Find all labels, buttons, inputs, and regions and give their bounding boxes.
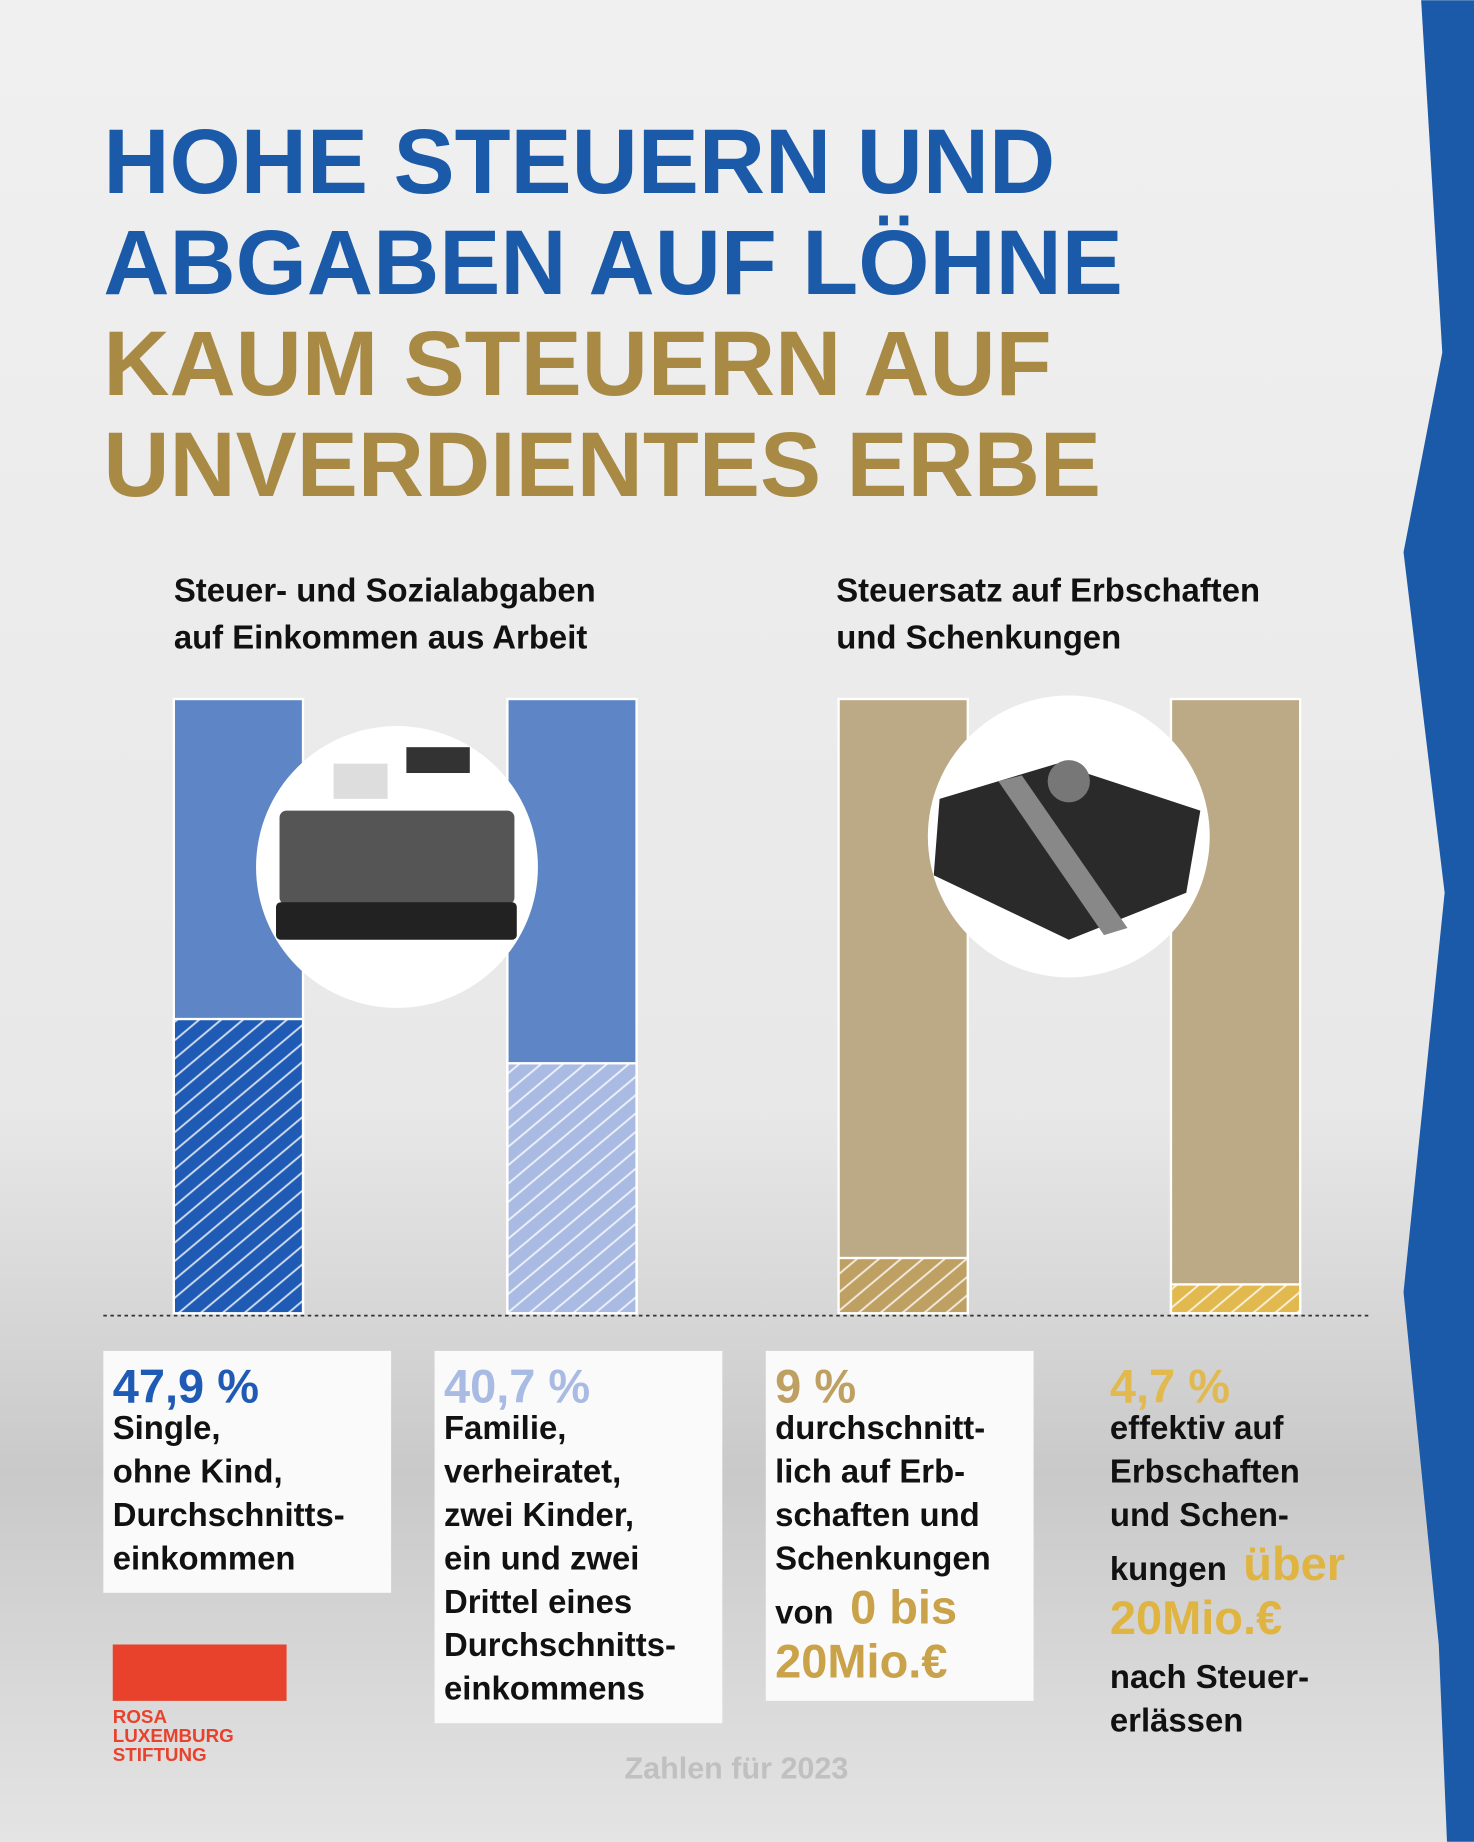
side-strip: [1403, 0, 1474, 1842]
description-line: effektiv auf: [1110, 1409, 1285, 1446]
footnote: Zahlen für 2023: [624, 1751, 848, 1785]
description-line: ohne Kind,: [113, 1452, 283, 1489]
description-segment: 0 bis: [850, 1580, 957, 1633]
gift-bow: [1047, 760, 1090, 803]
description-line: Erbschaften: [1110, 1452, 1300, 1489]
description-segment: einkommen: [113, 1539, 296, 1576]
description-segment: Single,: [113, 1409, 221, 1446]
description-segment: ein und zwei: [444, 1539, 639, 1576]
bar: [1169, 1283, 1302, 1315]
description-line: Drittel eines: [444, 1583, 632, 1620]
label-box: [765, 1350, 1034, 1701]
value-label: 4,7 %: [1110, 1360, 1230, 1413]
description-line: Durchschnitts-: [113, 1496, 345, 1533]
description-line: Familie,: [444, 1409, 566, 1446]
logo-text: STIFTUNG: [113, 1744, 207, 1765]
description-line: 20Mio.€: [775, 1634, 947, 1687]
title-line: ABGABEN AUF LÖHNE: [103, 212, 1123, 314]
description-line: durchschnitt-: [775, 1409, 985, 1446]
description-segment: kungen: [1110, 1550, 1227, 1587]
description-segment: zwei Kinder,: [444, 1496, 634, 1533]
description-segment: über: [1243, 1537, 1345, 1590]
description-line: Schenkungen: [775, 1539, 991, 1576]
description-line: einkommen: [113, 1539, 296, 1576]
description-segment: Erbschaften: [1110, 1452, 1300, 1489]
description-line: zwei Kinder,: [444, 1496, 634, 1533]
bar: [506, 1062, 638, 1315]
register-display: [406, 747, 470, 774]
description-segment: Drittel eines: [444, 1583, 632, 1620]
description-segment: ohne Kind,: [113, 1452, 283, 1489]
description-segment: lich auf Erb-: [775, 1452, 965, 1489]
description-segment: schaften und: [775, 1496, 980, 1533]
register-drawer: [276, 902, 517, 940]
logo-text: ROSA: [113, 1706, 168, 1727]
description-segment: 20Mio.€: [1110, 1591, 1282, 1644]
bar: [172, 1017, 305, 1315]
description-segment: verheiratet,: [444, 1452, 621, 1489]
group-title: und Schenkungen: [836, 619, 1121, 656]
description-line: und Schen-: [1110, 1496, 1289, 1533]
group-title: Steuersatz auf Erbschaften: [836, 572, 1260, 609]
description-segment: effektiv auf: [1110, 1409, 1285, 1446]
description-segment: durchschnitt-: [775, 1409, 985, 1446]
description-line: schaften und: [775, 1496, 980, 1533]
description-segment: 20Mio.€: [775, 1634, 947, 1687]
description-line: 20Mio.€: [1110, 1591, 1282, 1644]
description-segment: nach Steuer-: [1110, 1658, 1309, 1695]
description-line: kungen über: [1110, 1537, 1345, 1590]
description-line: einkommens: [444, 1670, 645, 1707]
register-paper: [333, 763, 388, 799]
description-segment: von: [775, 1593, 833, 1630]
value-label: 47,9 %: [113, 1360, 259, 1413]
description-segment: erlässen: [1110, 1701, 1243, 1738]
description-line: nach Steuer-: [1110, 1658, 1309, 1695]
label-box: [103, 1350, 392, 1593]
description-line: ein und zwei: [444, 1539, 639, 1576]
logo-text: LUXEMBURG: [113, 1725, 234, 1746]
title-line: HOHE STEUERN UND: [103, 111, 1055, 213]
title-line: KAUM STEUERN AUF: [103, 313, 1051, 415]
gift-ribbon: [998, 775, 1128, 936]
value-label: 9 %: [775, 1360, 856, 1413]
description-line: von 0 bis: [775, 1580, 957, 1633]
description-line: Single,: [113, 1409, 221, 1446]
description-line: lich auf Erb-: [775, 1452, 965, 1489]
title-line: UNVERDIENTES ERBE: [103, 414, 1101, 516]
bar: [837, 1256, 969, 1315]
description-segment: Familie,: [444, 1409, 566, 1446]
description-line: erlässen: [1110, 1701, 1243, 1738]
label-box: [434, 1350, 723, 1724]
description-segment: einkommens: [444, 1670, 645, 1707]
description-segment: und Schen-: [1110, 1496, 1289, 1533]
description-line: verheiratet,: [444, 1452, 621, 1489]
description-segment: Durchschnitts-: [444, 1626, 676, 1663]
description-segment: Schenkungen: [775, 1539, 991, 1576]
logo-mark: [112, 1644, 287, 1701]
register-body: [279, 810, 515, 905]
group-title: auf Einkommen aus Arbeit: [174, 619, 588, 656]
value-label: 40,7 %: [444, 1360, 590, 1413]
description-segment: Durchschnitts-: [113, 1496, 345, 1533]
group-title: Steuer- und Sozialabgaben: [174, 572, 596, 609]
description-line: Durchschnitts-: [444, 1626, 676, 1663]
